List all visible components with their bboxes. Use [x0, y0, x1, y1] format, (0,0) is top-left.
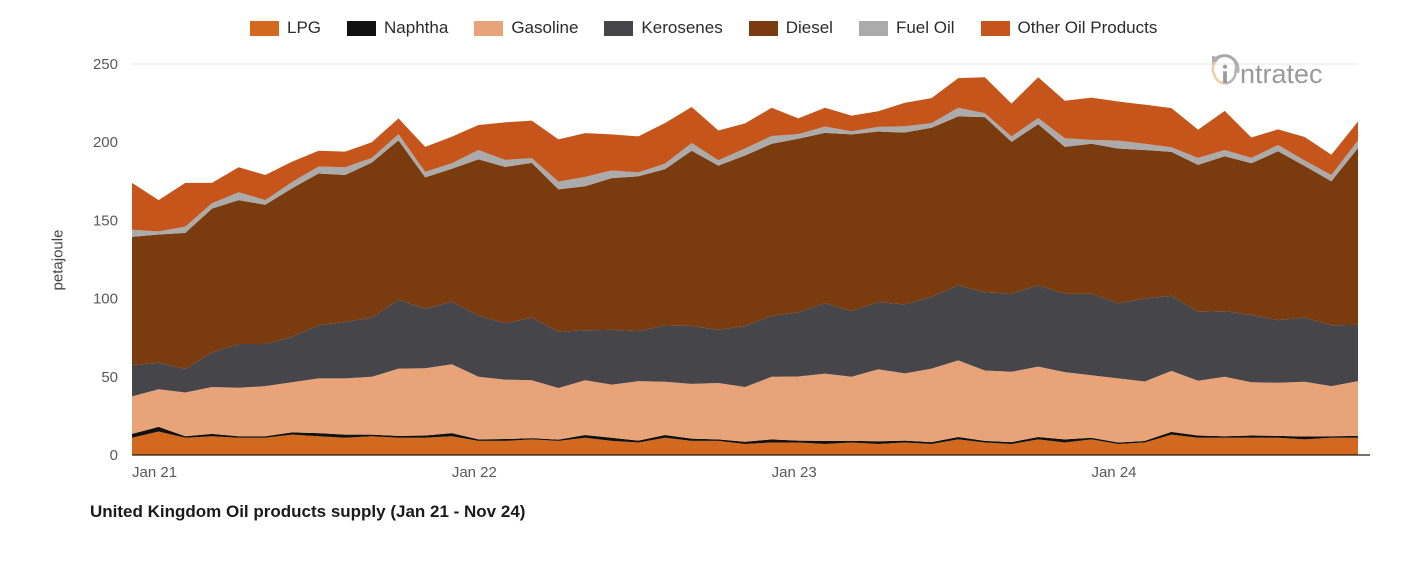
svg-text:0: 0	[110, 447, 118, 464]
svg-text:ntratec: ntratec	[1240, 59, 1323, 89]
svg-text:100: 100	[93, 291, 118, 308]
svg-text:250: 250	[93, 56, 118, 73]
svg-text:Jan 24: Jan 24	[1091, 464, 1136, 481]
svg-text:Jan 21: Jan 21	[132, 464, 177, 481]
svg-text:Jan 23: Jan 23	[772, 464, 817, 481]
svg-text:50: 50	[101, 369, 118, 386]
svg-text:150: 150	[93, 212, 118, 229]
svg-text:200: 200	[93, 134, 118, 151]
svg-text:Jan 22: Jan 22	[452, 464, 497, 481]
